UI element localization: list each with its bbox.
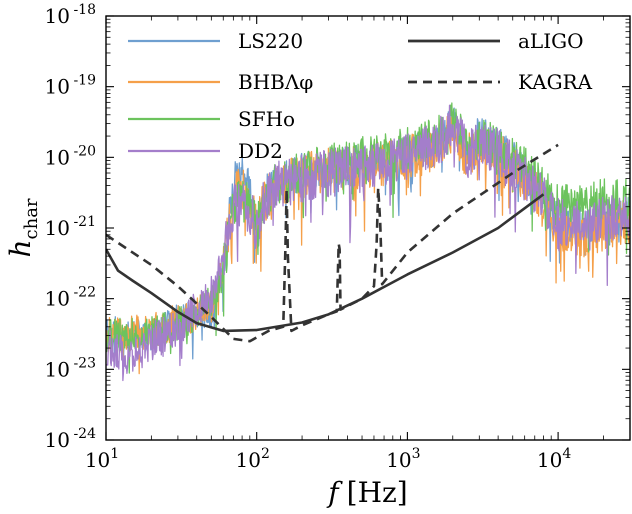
legend-label: BHBΛφ	[238, 70, 313, 94]
legend-label: DD2	[238, 139, 283, 163]
series-line-aligo	[106, 193, 545, 333]
plot-area-border	[105, 15, 631, 441]
y-tick-label: 10 -21	[45, 214, 96, 240]
y-tick-label: 10 -22	[45, 285, 96, 311]
legend: LS220 BHBΛφ SFHo DD2 aLIGO KAGRA	[128, 29, 593, 163]
x-tick-label: 104	[537, 446, 571, 472]
legend-item-ls220: LS220	[128, 29, 303, 53]
x-axis-label: f [Hz]	[326, 476, 407, 509]
y-axis-label: hchar	[4, 198, 42, 257]
y-tick-label: 10 -24	[45, 426, 97, 452]
plot-frame	[105, 15, 631, 441]
y-tick-label: 10 -19	[45, 73, 96, 99]
legend-item-sfho: SFHo	[128, 107, 295, 131]
legend-item-aligo: aLIGO	[408, 29, 583, 53]
y-tick-label: 10 -23	[45, 355, 96, 381]
axis-labels: 101 102 103 104 10-24 10-23 10-22 10-21 10 -20 10-…	[4, 2, 571, 509]
x-tick-label: 102	[236, 446, 270, 472]
x-tick-label: 101	[85, 446, 119, 472]
legend-item-bhb-: BHBΛφ	[128, 70, 313, 94]
legend-label: LS220	[238, 29, 303, 53]
legend-item-dd2: DD2	[128, 139, 283, 163]
legend-label: SFHo	[238, 107, 295, 131]
x-tick-label: 103	[386, 446, 420, 472]
series-layer	[106, 102, 630, 382]
y-tick-label: 10 -18	[45, 2, 96, 28]
legend-label: aLIGO	[518, 29, 583, 53]
y-tick-label: 10 -20	[45, 143, 96, 169]
legend-item-kagra: KAGRA	[408, 70, 593, 94]
legend-label: KAGRA	[518, 70, 593, 94]
ticks-layer	[105, 15, 631, 441]
series-line-kagra	[106, 143, 559, 343]
series-line-dd2	[106, 104, 630, 382]
